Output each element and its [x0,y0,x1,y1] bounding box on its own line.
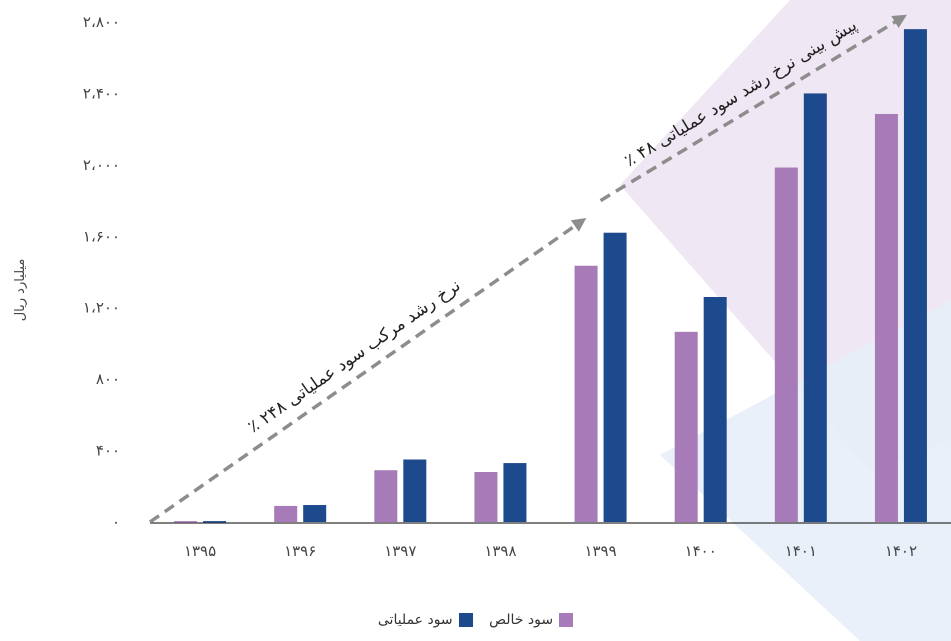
bar-net-profit [174,521,198,523]
bar-operating-profit [603,232,627,522]
y-tick-label: ۱،۲۰۰ [83,299,120,317]
legend-label-operating-profit: سود عملیاتی [377,612,453,628]
legend-label-net-profit: سود خالص [489,612,554,628]
x-tick-label: ۱۳۹۶ [284,542,316,560]
bar-operating-profit [303,505,327,522]
bars [174,29,927,523]
bar-operating-profit [903,29,927,523]
legend: سود خالص سود عملیاتی [0,612,951,631]
legend-item-operating-profit: سود عملیاتی [378,612,473,628]
bar-net-profit [574,265,598,522]
x-tick-label: ۱۳۹۹ [584,542,616,560]
legend-item-net-profit: سود خالص [489,612,574,628]
y-tick-label: ۲،۸۰۰ [83,13,120,31]
y-tick-label: ۱،۶۰۰ [83,227,120,245]
legend-swatch-operating-profit [458,613,473,627]
y-tick-label: ۴۰۰ [96,442,120,460]
x-tick-label: ۱۴۰۰ [685,542,717,560]
bar-operating-profit [803,93,827,522]
growth-arrow [148,217,587,524]
bar-net-profit [674,331,698,522]
x-tick-label: ۱۳۹۷ [384,542,416,560]
growth-annotation-label: نرخ رشد مرکب سود عملیاتی ۲۴۸ ٪ [244,276,464,438]
x-tick-label: ۱۴۰۱ [785,542,817,560]
x-tick-label: ۱۴۰۲ [885,542,917,560]
bar-net-profit [874,113,898,522]
bar-operating-profit [503,463,527,522]
bar-net-profit [774,167,798,523]
bar-net-profit [474,472,498,522]
y-tick-label: ۰ [112,513,120,531]
y-tick-label: ۲،۴۰۰ [83,84,120,102]
growth-arrow [599,14,907,203]
y-tick-label: ۸۰۰ [96,370,120,388]
bar-operating-profit [203,521,227,523]
axes: ۰ ۴۰۰ ۸۰۰ ۱،۲۰۰ ۱،۶۰۰ ۲،۰۰۰ ۲،۴۰۰ ۲،۸۰۰ ۱۳۹۵ ۱۳۹۶… [83,13,951,560]
y-axis-label: میلیارد ریال [13,259,28,322]
x-tick-label: ۱۳۹۸ [484,542,516,560]
legend-swatch-net-profit [559,613,574,627]
bar-operating-profit [403,459,427,522]
bar-net-profit [374,470,398,522]
x-tick-label: ۱۳۹۵ [184,542,216,560]
bar-net-profit [274,505,298,522]
bar-operating-profit [703,297,727,522]
y-tick-label: ۲،۰۰۰ [83,156,120,174]
